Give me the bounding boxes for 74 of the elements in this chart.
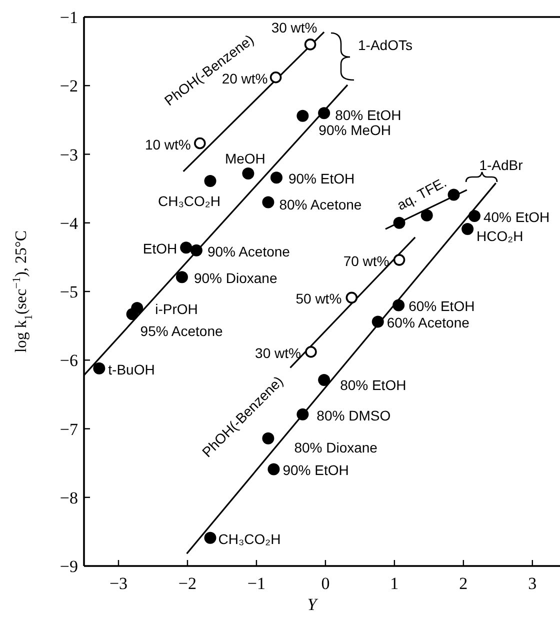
annotation: 60% EtOH	[408, 298, 475, 314]
x-tick-label: −3	[109, 574, 128, 593]
annotation: CH₃CO₂H	[218, 530, 281, 547]
annotation: 90% MeOH	[318, 122, 392, 138]
annotation: i-PrOH	[155, 300, 198, 317]
point	[393, 216, 406, 229]
annotation: 90% EtOH	[288, 170, 355, 187]
point	[318, 107, 330, 120]
y-tick-label: −6	[60, 351, 78, 370]
annotation: 90% Acetone	[207, 243, 290, 260]
x-axis-title: Y	[307, 595, 318, 614]
annotation: 95% Acetone	[140, 323, 224, 340]
y-tick-label: −7	[60, 420, 78, 439]
x-tick-label: −2	[178, 574, 197, 593]
point	[194, 137, 206, 150]
y-tick-label: −1	[60, 8, 78, 27]
point	[176, 271, 188, 284]
point	[270, 172, 282, 184]
point	[204, 532, 216, 544]
point	[420, 209, 433, 222]
annotation: aq. TFE.	[394, 174, 449, 214]
point	[262, 196, 274, 208]
annotation: 60% Acetone	[386, 314, 470, 331]
y-tick-label: −4	[60, 214, 78, 233]
point	[180, 242, 192, 254]
y-tick-label: −9	[60, 557, 78, 576]
point	[393, 254, 406, 266]
point	[304, 38, 316, 50]
x-tick-label: −1	[247, 574, 266, 593]
point	[448, 188, 460, 201]
annotation: EtOH	[142, 240, 178, 257]
y-tick-label: −3	[60, 145, 78, 164]
x-tick-label: 0	[321, 574, 330, 593]
annotation: MeOH	[224, 150, 266, 166]
annotation: 70 wt%	[343, 252, 390, 269]
point	[305, 346, 317, 358]
annotation: 90% Dioxane	[194, 270, 278, 286]
annotation: 30 wt%	[271, 19, 318, 36]
annotation: 80% EtOH	[335, 107, 402, 124]
y-tick-label: −5	[60, 282, 78, 302]
point	[462, 223, 474, 236]
point	[204, 175, 216, 188]
x-tick-label: 3	[528, 574, 537, 593]
annotation: t-BuOH	[108, 361, 155, 378]
annotation: 1-AdOTs	[358, 37, 412, 53]
annotation: 30 wt%	[255, 344, 301, 361]
annotation: CH₃CO₂H	[158, 193, 220, 210]
point	[93, 362, 106, 374]
point	[296, 408, 309, 420]
annotation: 90% EtOH	[282, 462, 349, 478]
point	[318, 374, 330, 386]
annotation: 80% Acetone	[279, 196, 362, 212]
annotation: 40% EtOH	[483, 209, 550, 226]
point	[190, 244, 202, 256]
point	[468, 210, 480, 222]
point	[126, 308, 138, 320]
point	[392, 299, 405, 312]
annotation: 1-AdBr	[479, 157, 524, 173]
annotation: HCO₂H	[476, 228, 524, 244]
point	[296, 110, 309, 122]
point	[242, 167, 254, 180]
annotation: 80% DMSO	[316, 407, 391, 424]
y-tick-label: −2	[60, 76, 78, 96]
annotation: 10 wt%	[144, 136, 191, 152]
point	[346, 292, 358, 304]
point	[372, 316, 384, 328]
point	[268, 463, 280, 476]
annotation: 80% EtOH	[340, 377, 406, 394]
x-tick-label: 1	[390, 574, 399, 593]
annotation: 80% Dioxane	[294, 439, 378, 456]
annotation: 50 wt%	[296, 290, 342, 307]
x-tick-label: 2	[459, 574, 468, 593]
point	[270, 71, 282, 84]
y-tick-label: −8	[60, 488, 78, 508]
